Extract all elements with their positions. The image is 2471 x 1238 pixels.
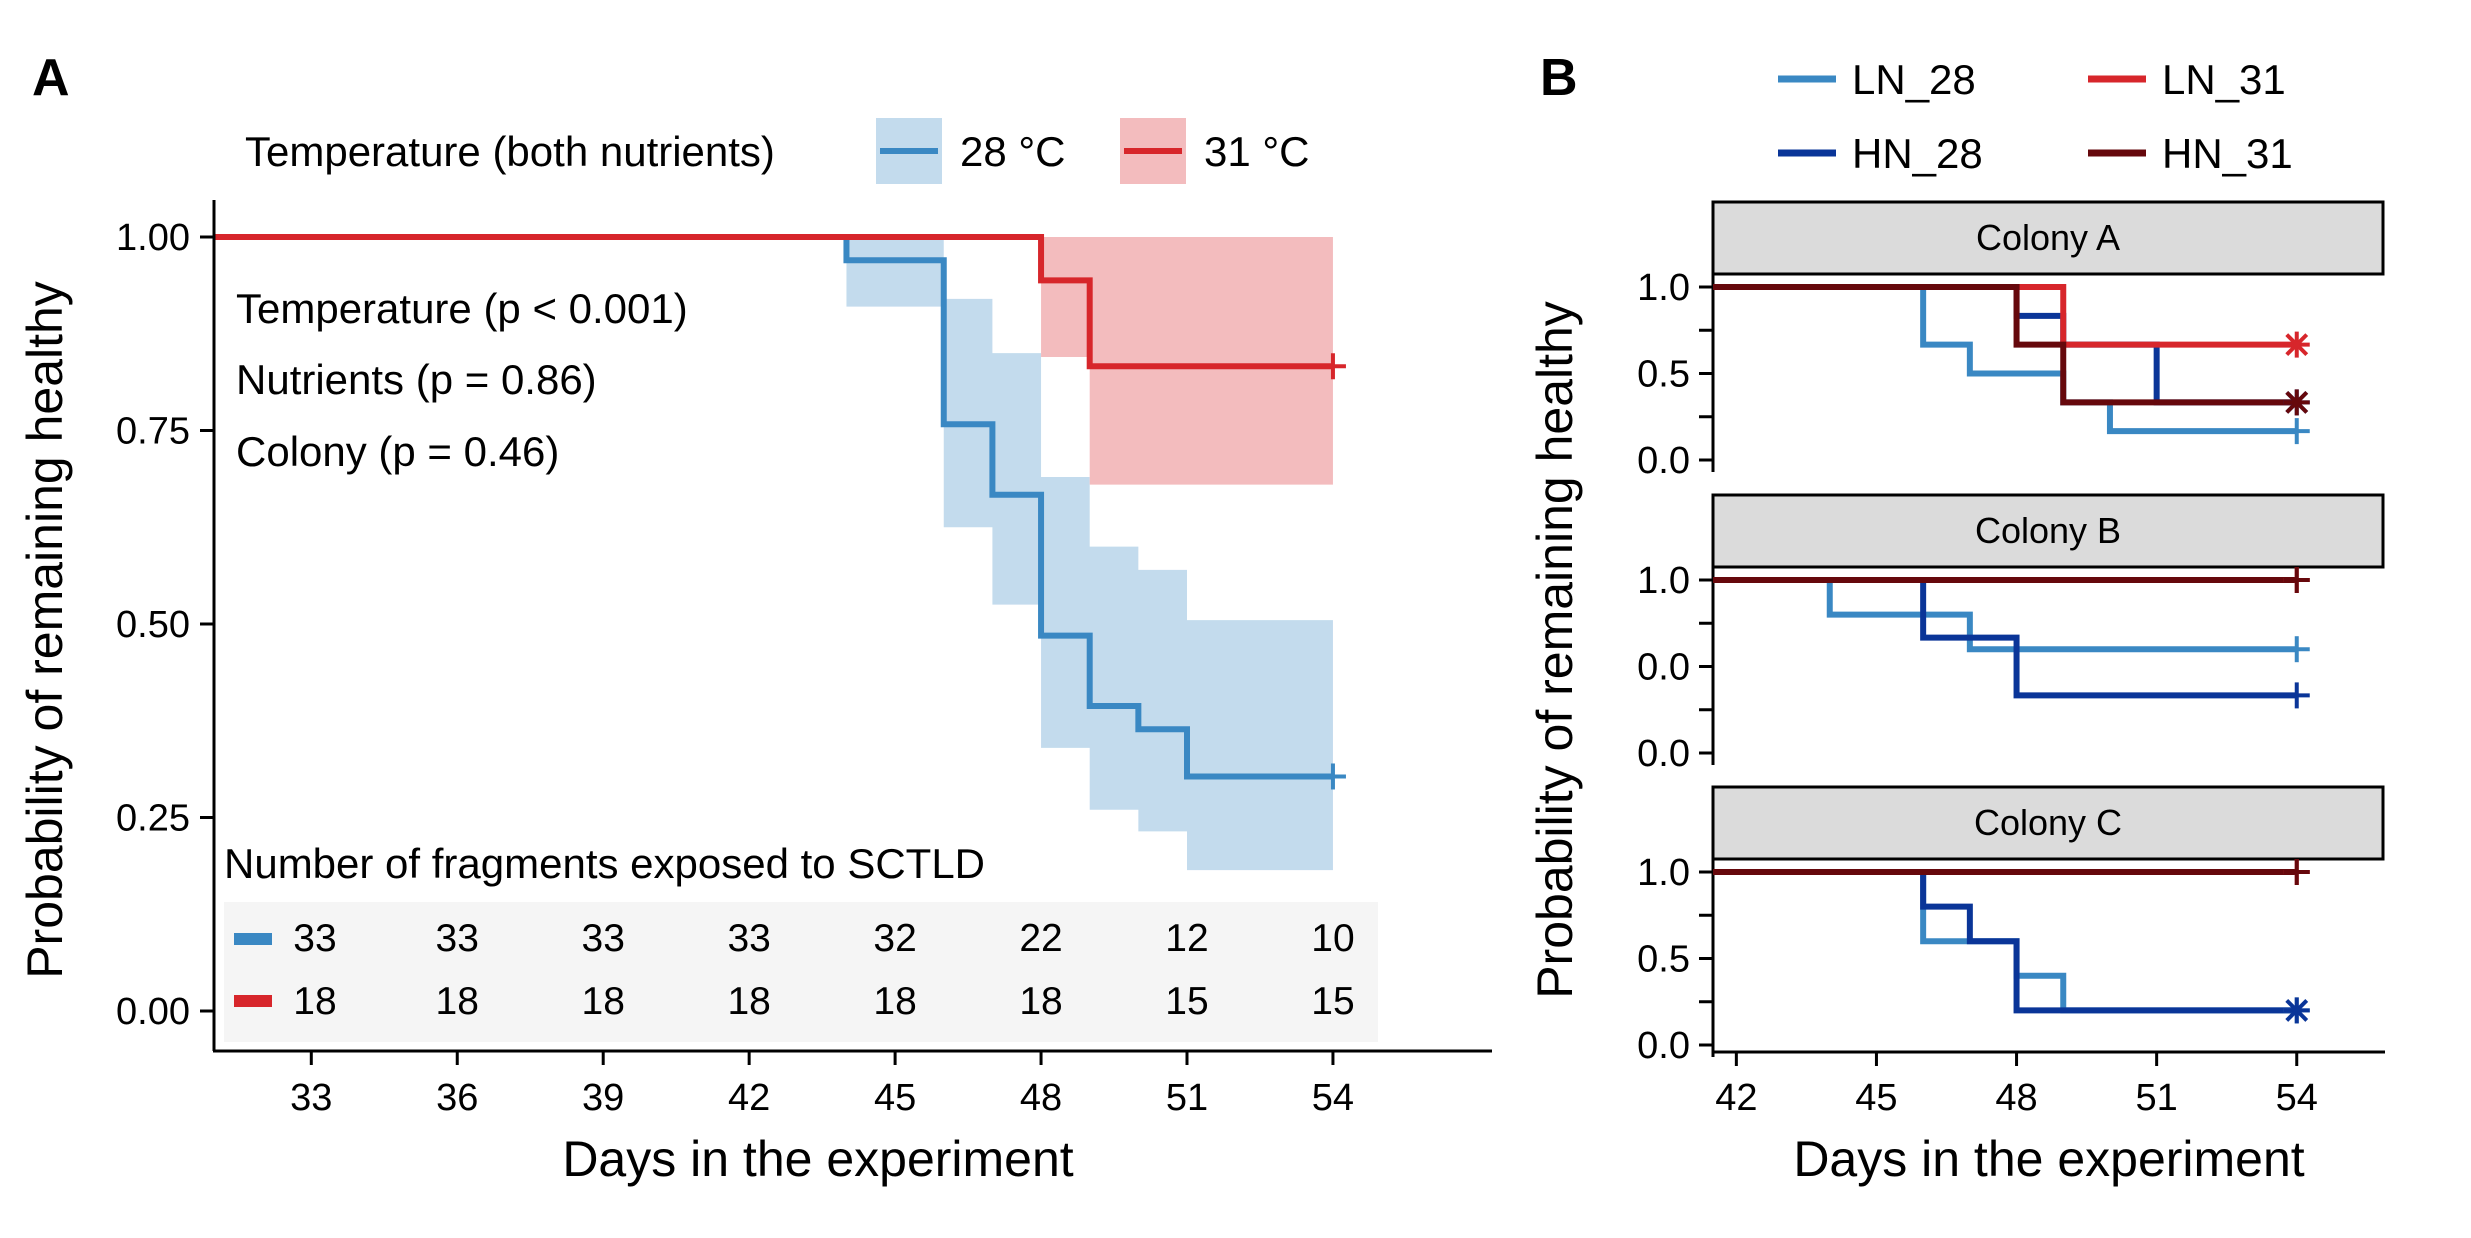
panel-a-y-title: Probability of remaining healthy	[17, 281, 73, 979]
x-tick-label-36: 36	[436, 1077, 478, 1119]
risk-row-28c-key	[234, 933, 272, 945]
risk-value-r1-c7: 15	[1311, 980, 1354, 1023]
facet-strip	[1711, 200, 2385, 276]
panel-a-y-ticks: 0.00 0.25 0.50 0.75 1.00	[116, 217, 214, 1033]
legend-hn31-label: HN_31	[2162, 130, 2293, 177]
legend-ln31-label: LN_31	[2162, 56, 2286, 103]
b-x-tick-label-51: 51	[2136, 1077, 2178, 1119]
risk-value-r1-c2: 18	[582, 980, 625, 1023]
facet-censor-HN_28-d2	[2285, 998, 2309, 1022]
b-x-tick-label-48: 48	[1995, 1077, 2037, 1119]
legend-28c-label: 28 °C	[960, 128, 1066, 175]
facet-censor-LN_31-d2	[2285, 333, 2309, 357]
facet-3: Colony C 0.0 0.5 1.0	[1637, 785, 2385, 1067]
b-x-tick-label-45: 45	[1855, 1077, 1897, 1119]
panel-b-x-title: Days in the experiment	[1793, 1131, 2304, 1187]
risk-value-r0-c3: 33	[727, 917, 770, 960]
y-tick-label-0.25: 0.25	[116, 798, 190, 840]
panel-b-y-title: Probability of remaining healthy	[1527, 301, 1583, 999]
facet-label: Colony C	[1974, 802, 2122, 843]
panel-a-plot	[214, 234, 1346, 871]
y-tick-label-1.00: 1.00	[116, 217, 190, 259]
facet-curve-HN_28	[1713, 577, 2297, 699]
panel-b-legend: LN_28 LN_31 HN_28 HN_31	[1778, 56, 2293, 177]
risk-value-r1-c3: 18	[727, 980, 770, 1023]
facet-1: Colony A 0.0 0.5 1.0	[1637, 200, 2385, 482]
risk-value-r1-c4: 18	[873, 980, 916, 1023]
b-x-tick-label-42: 42	[1715, 1077, 1757, 1119]
x-tick-label-45: 45	[874, 1077, 916, 1119]
risk-table-background	[224, 902, 1378, 1042]
facet-y-tick-label: 1.0	[1637, 852, 1690, 894]
risk-value-r0-c5: 22	[1019, 917, 1062, 960]
facet-curve-HN_28	[1713, 869, 2297, 1014]
panel-a-x-ticks: 33 36 39 42 45 48 51 54	[290, 1051, 1354, 1119]
facet-label: Colony B	[1975, 510, 2121, 551]
survival-curve-0	[214, 234, 1333, 780]
panel-a-x-title: Days in the experiment	[562, 1131, 1073, 1187]
x-tick-label-33: 33	[290, 1077, 332, 1119]
facet-y-tick-label: 0.5	[1637, 939, 1690, 981]
facet-strip	[1711, 493, 2385, 569]
risk-table-title: Number of fragments exposed to SCTLD	[224, 840, 985, 887]
legend-title: Temperature (both nutrients)	[245, 128, 775, 175]
annotation-nutrients: Nutrients (p = 0.86)	[236, 356, 597, 403]
risk-value-r1-c5: 18	[1019, 980, 1062, 1023]
panel-a-tag: A	[32, 49, 70, 107]
facet-strip	[1711, 785, 2385, 861]
panel-b: B LN_28 LN_31 HN_28 HN_31 Colony A 0.0 0.5…	[1527, 49, 2385, 1187]
risk-value-r0-c2: 33	[582, 917, 625, 960]
x-tick-label-48: 48	[1020, 1077, 1062, 1119]
facet-2: Colony B 0.0 0.0 1.0	[1637, 493, 2385, 775]
risk-value-r1-c1: 18	[436, 980, 479, 1023]
y-tick-label-0.75: 0.75	[116, 411, 190, 453]
survival-curve-1	[214, 234, 1333, 370]
y-tick-label-0.50: 0.50	[116, 604, 190, 646]
risk-row-31c-key	[234, 995, 272, 1007]
facet-y-tick-label: 0.0	[1637, 1025, 1690, 1067]
risk-value-r0-c0: 33	[293, 917, 336, 960]
facet-curve-LN_28	[1713, 284, 2297, 435]
facet-y-tick-label: 0.0	[1637, 647, 1690, 689]
risk-value-r0-c6: 12	[1165, 917, 1208, 960]
risk-table: Number of fragments exposed to SCTLD 33 3…	[224, 840, 1378, 1042]
confidence-band-1	[214, 237, 1333, 485]
y-tick-label-0.00: 0.00	[116, 991, 190, 1033]
x-tick-label-54: 54	[1312, 1077, 1354, 1119]
panel-b-tag: B	[1540, 49, 1578, 107]
risk-value-r0-c7: 10	[1311, 917, 1354, 960]
annotation-temperature: Temperature (p < 0.001)	[236, 285, 688, 332]
panel-a-legend: Temperature (both nutrients) 28 °C 31 °C	[245, 118, 1310, 184]
facet-censor-HN_31-d2	[2285, 390, 2309, 414]
risk-value-r1-c0: 18	[293, 980, 336, 1023]
x-tick-label-51: 51	[1166, 1077, 1208, 1119]
legend-ln28-label: LN_28	[1852, 56, 1976, 103]
risk-value-r0-c4: 32	[873, 917, 916, 960]
facet-curve-LN_31	[1713, 284, 2297, 348]
x-tick-label-42: 42	[728, 1077, 770, 1119]
risk-value-r0-c1: 33	[436, 917, 479, 960]
risk-value-r1-c6: 15	[1165, 980, 1208, 1023]
facet-label: Colony A	[1976, 217, 2120, 258]
legend-31c-label: 31 °C	[1204, 128, 1310, 175]
x-tick-label-39: 39	[582, 1077, 624, 1119]
confidence-band-0	[214, 237, 1333, 871]
facet-y-tick-label: 1.0	[1637, 267, 1690, 309]
panel-b-x-ticks: 42 45 48 51 54	[1715, 1052, 2318, 1119]
facet-y-tick-label: 1.0	[1637, 560, 1690, 602]
b-x-tick-label-54: 54	[2276, 1077, 2318, 1119]
facet-curve-HN_31	[1713, 284, 2297, 406]
risk-table-values: 33 33 33 33 32 22 12 10 18 18 18 18 18 18 15 15	[293, 917, 1354, 1023]
facet-y-tick-label: 0.0	[1637, 733, 1690, 775]
annotation-colony: Colony (p = 0.46)	[236, 428, 559, 475]
legend-hn28-label: HN_28	[1852, 130, 1983, 177]
facet-y-tick-label: 0.0	[1637, 440, 1690, 482]
facet-y-tick-label: 0.5	[1637, 354, 1690, 396]
panel-a: A Temperature (both nutrients) 28 °C 31 …	[17, 49, 1492, 1187]
